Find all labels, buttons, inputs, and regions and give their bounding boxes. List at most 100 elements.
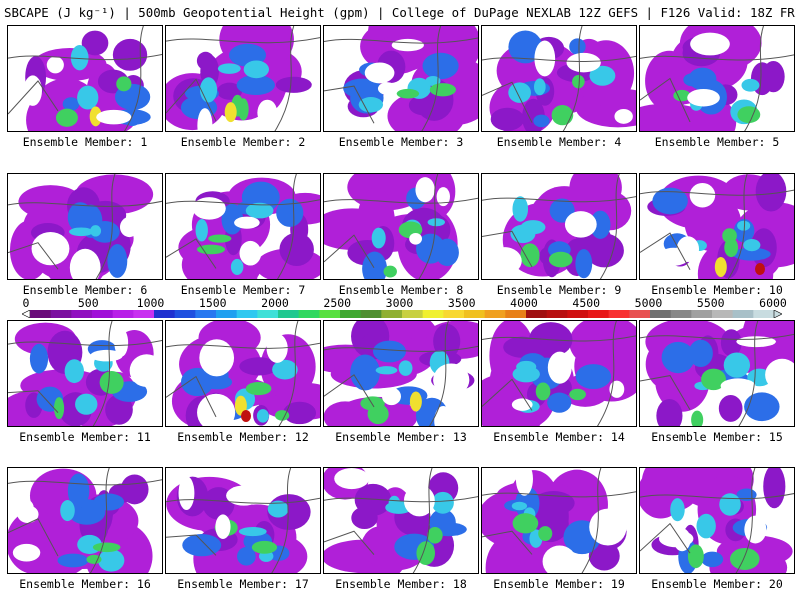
colorbar-segment [216,310,238,318]
cape-map [166,26,320,131]
cape-region-none [298,96,314,130]
cape-region-none [687,88,720,107]
cape-region-mid [70,45,89,71]
ensemble-panel [165,173,321,280]
cape-region-high [196,244,226,255]
cape-region-high [572,75,585,89]
cape-map [8,26,162,131]
cape-region-high [512,513,539,534]
cape-region-mid [719,493,741,516]
cape-region-mid [243,60,270,79]
colorbar-tick-label: 1000 [136,296,165,310]
ensemble-panel [7,467,163,574]
colorbar-segment [278,310,300,318]
ensemble-panel [481,320,637,427]
colorbar-segment [422,310,444,318]
cape-region-high [396,88,420,99]
border-line [8,339,162,347]
cape-region-mid [696,513,716,539]
cape-region-mid [388,495,401,510]
colorbar-segment [92,310,114,318]
border-line [8,242,59,270]
cape-region-none [403,484,435,517]
cape-region-high [520,243,540,268]
colorbar-segment [712,310,734,318]
cape-region-mid [67,202,93,233]
cape-region-high [729,547,760,571]
colorbar-tick-label: 5500 [696,296,725,310]
ensemble-member-label: Ensemble Member: 12 [177,430,309,444]
cape-region-mid [508,30,543,64]
colorbar-segment [154,310,176,318]
cape-region-mid [372,340,406,363]
cape-region-mid [670,498,685,522]
cape-region-high [673,89,691,102]
ensemble-panel [481,25,637,132]
cape-region-none [434,406,453,426]
cape-region-mid [732,247,771,261]
ensemble-member-label: Ensemble Member: 18 [335,577,467,591]
cape-map [640,468,794,573]
colorbar-segment [484,310,506,318]
cape-region-none [566,52,601,73]
cape-region-none [192,197,226,220]
cape-region-mid [547,392,572,413]
border-line [8,80,59,115]
border-line [271,468,292,573]
cape-region-mid [590,210,611,239]
cape-region-mid [371,227,386,249]
cape-region-mid [245,202,274,219]
ensemble-member-label: Ensemble Member: 15 [651,430,783,444]
border-line [482,81,533,123]
colorbar-tick-label: 500 [77,296,99,310]
cape-region-low [196,51,215,70]
cape-region-mid [569,38,586,55]
cape-region-low [718,394,743,422]
cape-region-mid [652,187,688,215]
cape-region-low [283,401,317,425]
cape-region-none [12,543,41,562]
ensemble-member-label: Ensemble Member: 9 [496,283,622,297]
colorbar-tick-label: 4500 [572,296,601,310]
cape-region-low [720,329,742,357]
cape-region-low [120,474,149,505]
cape-region-mid [661,341,695,374]
cape-region-max [224,102,237,123]
cape-region-none [381,387,402,406]
ensemble-panel [7,173,163,280]
cape-region-low [569,174,622,213]
colorbar-tick-label: 3500 [447,296,476,310]
cape-region-none [673,528,691,552]
ensemble-panel [481,467,637,574]
cape-region-high [245,381,272,396]
cape-region-mid [69,227,94,237]
cape-region-none [511,398,533,411]
colorbar-segment [71,310,93,318]
cape-map [166,321,320,426]
border-line [482,491,636,498]
cape-region-none [377,82,397,95]
cape-region-high [538,526,553,542]
cape-region-none [129,354,162,388]
colorbar-segment [236,310,258,318]
cape-region-mid [744,392,780,422]
border-line [8,518,59,557]
ensemble-panel [165,320,321,427]
colorbar-tick-label: 0 [22,296,30,310]
border-line [324,37,478,44]
cape-region-max [409,391,422,412]
ensemble-member-label: Ensemble Member: 4 [496,135,622,149]
border-line [562,26,583,131]
ensemble-panel [323,467,479,574]
colorbar-max-arrow [773,310,782,318]
cape-region-none [564,211,597,238]
cape-region-low [490,107,525,131]
cape-region-mid [512,196,529,222]
ensemble-panel [7,320,163,427]
cape-region-mid [238,526,267,537]
cape-region-mid [511,501,528,511]
colorbar-tick-label: 2000 [261,296,289,310]
cape-region-none [334,468,370,490]
cape-region-mid [217,63,241,74]
colorbar-segment [30,310,52,318]
